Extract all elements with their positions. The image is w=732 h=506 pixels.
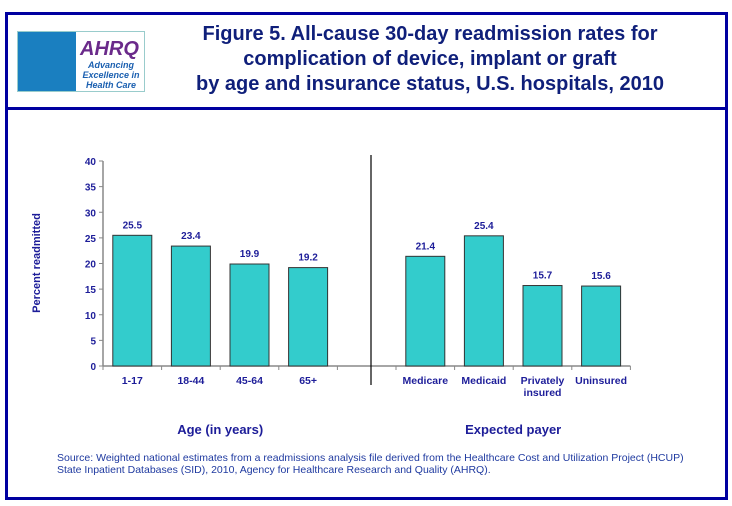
x-tick-label: Medicare <box>403 375 449 387</box>
x-tick-label: 45-64 <box>236 375 263 387</box>
bar <box>170 245 211 367</box>
bar <box>581 285 622 367</box>
data-label: 25.5 <box>123 220 143 231</box>
group-axis-label: Expected payer <box>465 422 561 437</box>
x-tick-label: 1-17 <box>122 375 143 387</box>
y-tick-label: 15 <box>85 285 97 296</box>
group-axis-label: Age (in years) <box>177 422 263 437</box>
data-label: 19.2 <box>298 253 318 264</box>
data-label: 25.4 <box>474 221 494 232</box>
y-tick-label: 10 <box>85 311 97 322</box>
logo-brand: AHRQ <box>80 38 139 60</box>
bar <box>229 263 270 367</box>
bar <box>522 285 563 367</box>
hhs-eagle-icon <box>18 32 76 91</box>
logo-tagline: Advancing Excellence in Health Care <box>82 60 140 90</box>
chart-title: Figure 5. All-cause 30-day readmission r… <box>196 23 664 95</box>
figure-frame <box>5 12 728 500</box>
y-tick-label: 20 <box>85 260 97 271</box>
x-tick-label: 18-44 <box>177 375 204 387</box>
header-divider <box>5 107 728 110</box>
source-note: Source: Weighted national estimates from… <box>57 452 684 476</box>
bar <box>112 234 153 367</box>
y-tick-label: 40 <box>85 157 97 168</box>
bar <box>288 267 329 367</box>
x-tick-label: Uninsured <box>575 375 627 387</box>
x-tick-label: Medicaid <box>461 375 506 387</box>
bar <box>405 255 446 367</box>
data-label: 21.4 <box>416 241 436 252</box>
data-label: 15.6 <box>591 271 611 282</box>
ahrq-logo: AHRQ Advancing Excellence in Health Care <box>17 31 145 92</box>
bar <box>463 235 504 367</box>
x-tick-label: 65+ <box>299 375 317 387</box>
x-tick-label: Privately <box>521 375 565 387</box>
y-tick-label: 0 <box>90 362 96 373</box>
y-tick-label: 35 <box>85 183 97 194</box>
x-tick-label: insured <box>524 387 562 399</box>
y-axis-label: Percent readmitted <box>31 213 43 313</box>
y-tick-label: 25 <box>85 234 97 245</box>
data-label: 23.4 <box>181 231 201 242</box>
data-label: 15.7 <box>533 271 553 282</box>
y-tick-label: 30 <box>85 208 97 219</box>
y-tick-label: 5 <box>90 336 96 347</box>
data-label: 19.9 <box>240 249 260 260</box>
